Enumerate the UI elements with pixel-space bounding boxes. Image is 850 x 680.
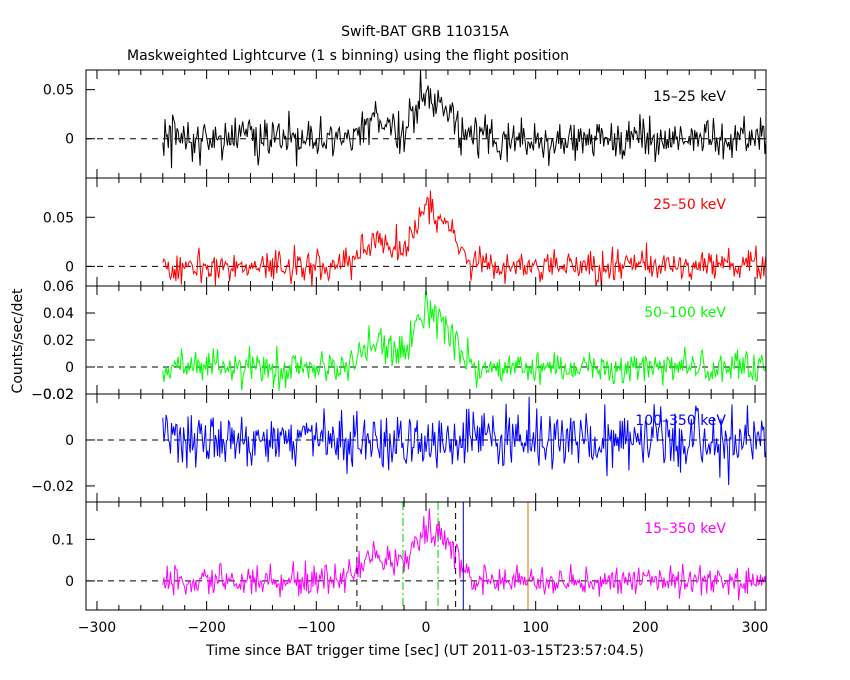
x-tick-label: 0 [422, 620, 431, 636]
panel-25-50-kev: 0 0.05 25–50 keV [43, 177, 767, 287]
x-tick-label: 200 [632, 620, 659, 636]
panel-frame [85, 285, 767, 395]
series-line [162, 190, 766, 286]
panel-frame [85, 501, 767, 611]
y-tick-label: −0.02 [31, 479, 74, 495]
panel-frame [85, 177, 767, 287]
band-label: 50–100 keV [644, 305, 726, 321]
x-axis-label: Time since BAT trigger time [sec] (UT 20… [205, 643, 644, 659]
panel-100-350-kev: −0.02 0 0.02 100–350 keV [31, 387, 767, 503]
x-tick-label: 100 [522, 620, 549, 636]
y-tick-label: 0 [65, 259, 74, 275]
series-line [162, 396, 766, 486]
y-tick-label: 0.05 [43, 83, 74, 99]
y-tick-label: 0 [65, 574, 74, 590]
panel-15-350-kev: 0 0.1 15–350 keV [52, 501, 767, 611]
band-label: 15–25 keV [653, 89, 726, 105]
panels-layer: 0 0.05 15–25 keV 0 0.05 25–50 keV −0.02 0 0.02 0.… [31, 69, 767, 611]
panel-50-100-kev: −0.02 0 0.02 0.04 0.06 50–100 keV [31, 279, 767, 403]
y-tick-label: 0.1 [52, 532, 74, 548]
y-tick-label: 0.06 [43, 279, 74, 295]
band-label: 25–50 keV [653, 197, 726, 213]
y-tick-label: 0 [65, 433, 74, 449]
y-tick-label: 0 [65, 360, 74, 376]
y-tick-label: 0.04 [43, 306, 74, 322]
y-tick-label: 0.02 [43, 333, 74, 349]
y-tick-label: 0.02 [43, 387, 74, 403]
x-tick-label: −300 [78, 620, 116, 636]
panel-15-25-kev: 0 0.05 15–25 keV [43, 69, 767, 179]
y-tick-label: −0.02 [31, 387, 74, 403]
x-tick-label: −200 [187, 620, 225, 636]
series-line [162, 508, 766, 601]
x-tick-label: 300 [742, 620, 769, 636]
chart-subtitle: Maskweighted Lightcurve (1 s binning) us… [127, 48, 569, 64]
y-tick-label: 0 [65, 132, 74, 148]
y-axis-label: Counts/sec/det [10, 288, 26, 393]
band-label: 100–350 keV [635, 413, 726, 429]
y-tick-label: 0.05 [43, 210, 74, 226]
chart-title: Swift-BAT GRB 110315A [341, 24, 509, 40]
band-label: 15–350 keV [644, 521, 726, 537]
x-axis: −300 −200 −100 0 100 200 300 [78, 620, 769, 636]
series-line [162, 70, 766, 169]
series-line [162, 288, 766, 391]
x-tick-label: −100 [297, 620, 335, 636]
